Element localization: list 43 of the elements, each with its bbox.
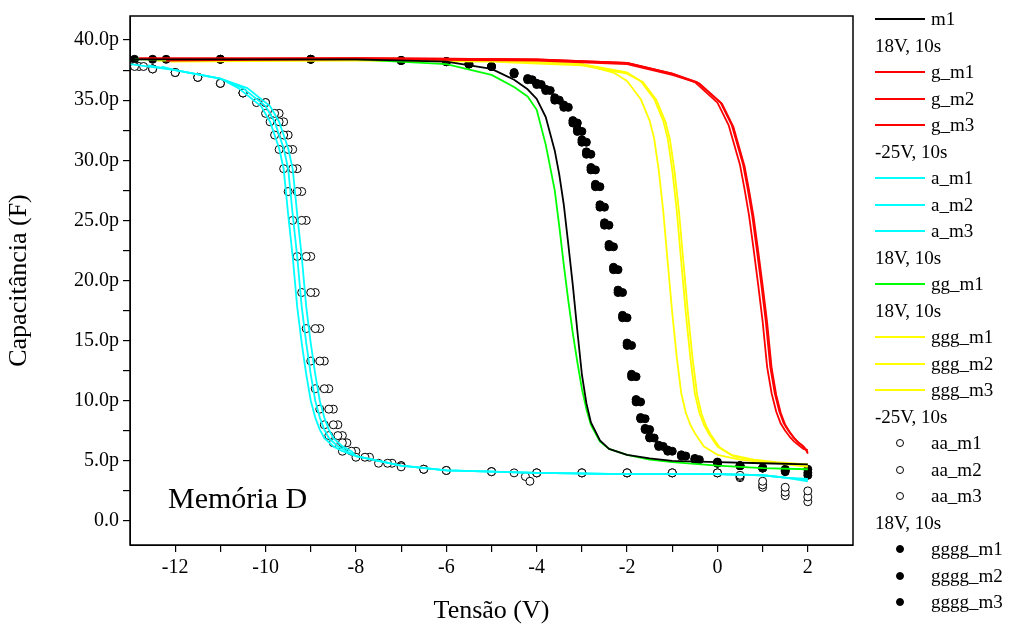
text: 18V, 10s: [875, 510, 943, 535]
y-tick-label: 20.0p: [74, 267, 119, 291]
y-tick-label: 40.0p: [74, 27, 119, 51]
legend-label: ggg_m3: [931, 378, 994, 402]
x-tick-label: 2: [802, 555, 813, 578]
x-tick-label: 0: [712, 555, 723, 578]
x-tick-label: -12: [161, 555, 189, 578]
legend-label: gggg_m1: [931, 537, 1003, 561]
x-axis-title: Tensão (V): [433, 595, 550, 625]
y-tick-label: 10.0p: [74, 387, 119, 411]
x-tick-label: -8: [347, 555, 365, 578]
y-tick-label: 35.0p: [74, 87, 119, 111]
text: 18V, 10s: [875, 298, 943, 323]
legend-label: aa_m3: [931, 484, 982, 508]
text: -25V, 10s: [875, 404, 949, 429]
legend-label: gggg_m2: [931, 563, 1003, 588]
text: -25V, 10s: [875, 139, 949, 164]
legend-label: ggg_m2: [931, 351, 994, 376]
legend-label: a_m3: [931, 219, 974, 243]
x-tick-label: -6: [437, 555, 455, 578]
y-axis-title: Capacitância (F): [3, 194, 33, 367]
legend-label: m1: [931, 7, 956, 31]
legend-label: g_m2: [931, 86, 975, 111]
legend-label: gg_m1: [931, 272, 984, 296]
y-tick-label: 0.0: [94, 508, 119, 531]
annotation: Memória D: [168, 481, 308, 514]
legend-label: a_m2: [931, 192, 974, 217]
text: 18V, 10s: [875, 245, 943, 270]
y-tick-label: 5.0p: [84, 448, 119, 472]
x-tick-label: -4: [528, 555, 546, 578]
legend-label: ggg_m1: [931, 325, 994, 349]
legend-label: g_m1: [931, 60, 975, 84]
y-tick-label: 25.0p: [74, 207, 119, 231]
x-tick-label: -10: [252, 555, 279, 578]
legend-label: a_m1: [931, 166, 974, 190]
legend-label: g_m3: [931, 113, 975, 137]
legend-label: aa_m1: [931, 431, 982, 455]
legend-label: gggg_m3: [931, 590, 1003, 614]
y-tick-label: 15.0p: [74, 327, 119, 351]
y-tick-label: 30.0p: [74, 147, 119, 171]
x-tick-label: -2: [618, 555, 636, 578]
legend-label: aa_m2: [931, 457, 982, 482]
text: 18V, 10s: [875, 33, 943, 58]
